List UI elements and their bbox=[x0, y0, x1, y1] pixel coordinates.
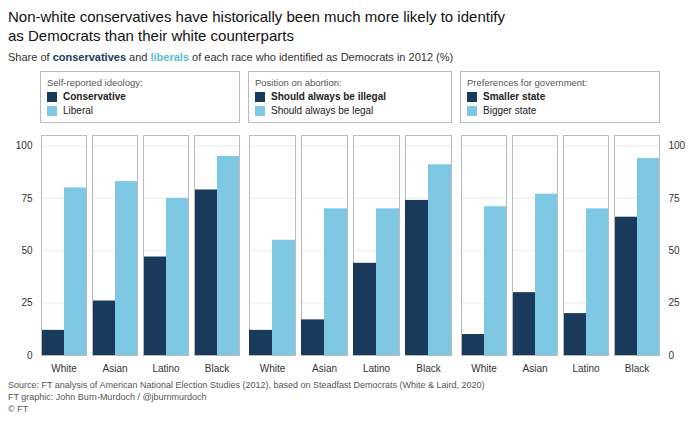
svg-text:Latino: Latino bbox=[572, 362, 600, 373]
svg-text:White: White bbox=[471, 362, 497, 373]
html-text:Liberal: Liberal bbox=[63, 104, 93, 116]
html-text:FT graphic: John Burn-Murdoch: FT graphic: John Burn-Murdoch / @jburnmu… bbox=[8, 391, 207, 402]
svg-text:Black: Black bbox=[625, 362, 650, 373]
html-text:Source: FT analysis of America: Source: FT analysis of American National… bbox=[8, 379, 485, 390]
svg-text:Latino: Latino bbox=[363, 362, 391, 373]
html-text:Should always be illegal: Should always be illegal bbox=[271, 90, 386, 102]
svg-text:Black: Black bbox=[416, 362, 441, 373]
html-text:Conservative: Conservative bbox=[63, 90, 126, 102]
svg-text:0: 0 bbox=[669, 349, 675, 360]
svg-text:75: 75 bbox=[669, 192, 681, 203]
html-text:Self-reported ideology:: Self-reported ideology: bbox=[47, 76, 143, 88]
html-text:Non-white conservatives have h: Non-white conservatives have historicall… bbox=[8, 8, 505, 44]
svg-text:50: 50 bbox=[669, 244, 681, 255]
svg-text:Asian: Asian bbox=[312, 362, 337, 373]
svg-text:25: 25 bbox=[669, 297, 681, 308]
svg-text:0: 0 bbox=[27, 349, 33, 360]
html-text:© FT: © FT bbox=[8, 403, 29, 414]
svg-text:25: 25 bbox=[21, 297, 33, 308]
html-text:Should always be legal: Should always be legal bbox=[271, 104, 374, 116]
svg-text:Latino: Latino bbox=[152, 362, 180, 373]
svg-text:White: White bbox=[260, 362, 286, 373]
html-text:Share of conservatives and lib: Share of conservatives and liberals of e… bbox=[8, 50, 454, 63]
html-text:Preferences for government:: Preferences for government: bbox=[467, 76, 588, 88]
svg-text:White: White bbox=[51, 362, 77, 373]
svg-text:100: 100 bbox=[669, 140, 686, 151]
svg-text:Black: Black bbox=[205, 362, 230, 373]
html-text:Position on abortion:: Position on abortion: bbox=[255, 76, 342, 88]
svg-text:50: 50 bbox=[21, 244, 33, 255]
svg-text:75: 75 bbox=[21, 192, 33, 203]
svg-text:Asian: Asian bbox=[102, 362, 127, 373]
html-text:Bigger state: Bigger state bbox=[483, 104, 537, 116]
svg-text:Asian: Asian bbox=[522, 362, 547, 373]
svg-text:100: 100 bbox=[16, 140, 33, 151]
html-text:Smaller state: Smaller state bbox=[483, 90, 546, 102]
